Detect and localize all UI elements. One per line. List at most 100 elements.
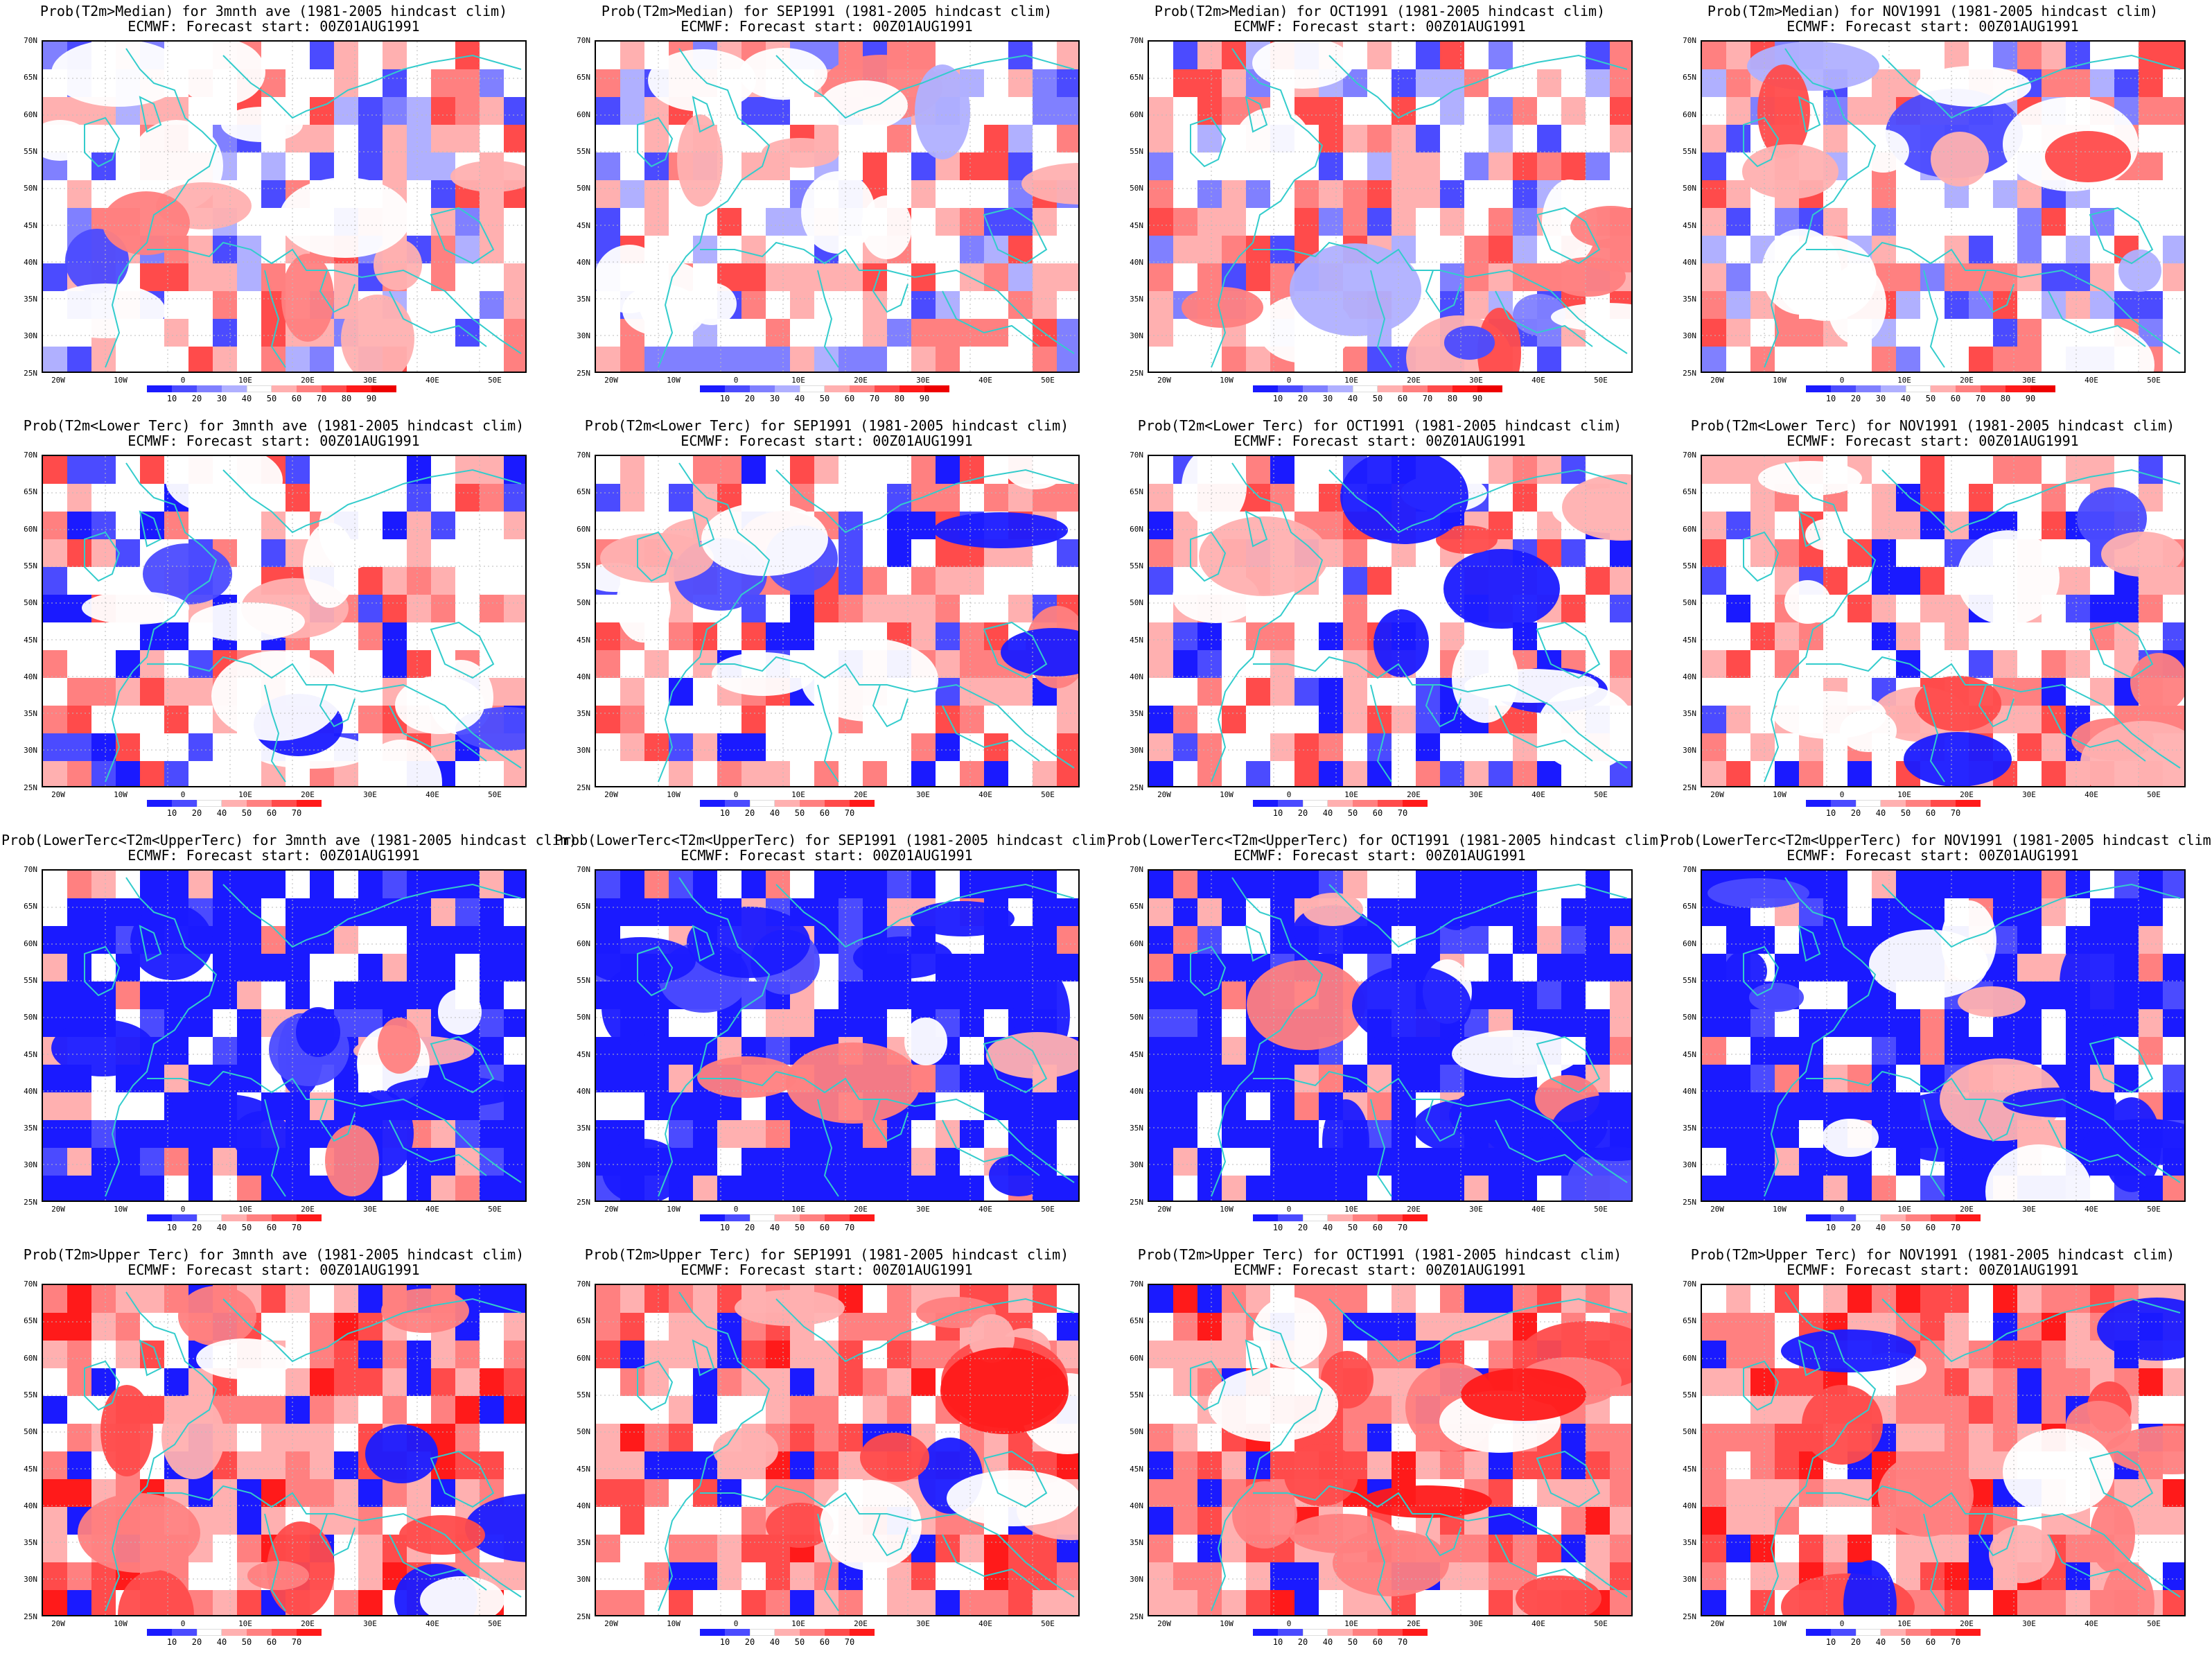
colorbar-segment: [825, 1214, 850, 1221]
lat-label: 25N: [577, 783, 590, 792]
colorbar-tick: 10: [166, 808, 177, 818]
colorbar-segment: [924, 385, 949, 392]
probability-cell: [407, 180, 432, 208]
coastline: [637, 945, 674, 997]
lat-label: 35N: [1130, 1124, 1143, 1133]
lon-label: 0: [733, 1619, 739, 1628]
probability-cell: [407, 69, 432, 97]
colorbar-segment: [825, 385, 850, 392]
lon-label: 20W: [1710, 790, 1724, 799]
lat-label: 45N: [1130, 1049, 1143, 1059]
coastline: [105, 48, 218, 368]
lat-label: 40N: [577, 672, 590, 681]
probability-cell: [455, 236, 480, 263]
colorbar-segment: [1806, 800, 1831, 807]
lon-label: 10E: [238, 1619, 252, 1628]
colorbar-segment: [1328, 1629, 1353, 1636]
lon-label: 20E: [1407, 790, 1421, 799]
coastline: [775, 469, 1075, 534]
lat-label: 30N: [1683, 746, 1696, 756]
probability-cell: [286, 42, 310, 69]
lon-label: 50E: [1594, 790, 1608, 799]
lat-label: 50N: [1130, 1427, 1143, 1437]
lat-label: 70N: [1683, 865, 1696, 874]
colorbar-tick: 80: [341, 394, 352, 403]
probability-cell: [480, 69, 504, 97]
lat-label: 70N: [577, 865, 590, 874]
coastline: [1743, 531, 1780, 582]
coastline: [319, 1513, 356, 1557]
colorbar-tick: 70: [1950, 808, 1961, 818]
coastline: [1211, 462, 1324, 783]
lon-label: 20W: [604, 790, 618, 799]
probability-cell: [383, 69, 407, 97]
coastline: [1798, 96, 1821, 133]
lon-label: 10E: [238, 790, 252, 799]
coastline: [430, 621, 495, 679]
probability-map: [595, 40, 1080, 373]
lon-label: 50E: [2147, 790, 2161, 799]
lon-label: 20W: [51, 790, 65, 799]
colorbar-tick: 80: [1447, 394, 1458, 403]
lat-label: 55N: [24, 975, 37, 985]
colorbar-segment: [1981, 385, 2005, 392]
lon-label: 50E: [2147, 1205, 2161, 1214]
lon-label: 30E: [363, 376, 377, 385]
colorbar-tick: 70: [1397, 808, 1408, 818]
panel-title: Prob(T2m>Upper Terc) for SEP1991 (1981-2…: [584, 1246, 1069, 1263]
colorbar-tick: 30: [216, 394, 227, 403]
panel-title: Prob(T2m>Upper Terc) for OCT1991 (1981-2…: [1137, 1246, 1622, 1263]
coastline: [1245, 510, 1268, 548]
probability-cell: [504, 97, 525, 125]
colorbar-tick: 30: [1322, 394, 1333, 403]
lat-label: 55N: [577, 146, 590, 156]
probability-cell: [261, 319, 286, 347]
panel-subtitle: ECMWF: Forecast start: 00Z01AUG1991: [1234, 18, 1526, 35]
lat-label: 55N: [577, 1390, 590, 1399]
lon-label: 30E: [363, 790, 377, 799]
probability-cell: [43, 263, 68, 291]
lat-label: 70N: [24, 865, 37, 874]
colorbar-segment: [272, 1214, 297, 1221]
lat-label: 50N: [1683, 1013, 1696, 1022]
map-panel: Prob(T2m>Median) for 3mnth ave (1981-200…: [1, 0, 546, 412]
lat-label: 35N: [577, 1538, 590, 1548]
coastline: [1190, 1360, 1227, 1411]
colorbar-segment: [2030, 385, 2055, 392]
lon-label: 40E: [978, 1619, 992, 1628]
probability-cell: [455, 97, 480, 125]
lon-label: 30E: [2022, 1205, 2036, 1214]
lon-label: 20W: [1157, 376, 1171, 385]
panel-subtitle: ECMWF: Forecast start: 00Z01AUG1991: [1787, 847, 2079, 864]
lon-label: 10E: [1897, 790, 1911, 799]
coastline: [1190, 945, 1227, 997]
coastline: [1923, 684, 1945, 783]
probability-cell: [188, 347, 213, 372]
coastline: [983, 1450, 1048, 1508]
coastline: [222, 54, 522, 119]
lon-label: 20E: [301, 790, 315, 799]
lat-label: 35N: [24, 1538, 37, 1548]
lon-label: 20W: [604, 1619, 618, 1628]
colorbar-segment: [775, 1629, 800, 1636]
lat-label: 65N: [1130, 1316, 1143, 1326]
colorbar-tick: 40: [1322, 1223, 1333, 1232]
lat-label: 55N: [24, 561, 37, 570]
probability-map: [42, 455, 527, 787]
lat-label: 40N: [577, 1086, 590, 1096]
probability-cell: [358, 69, 383, 97]
colorbar-segment: [1353, 385, 1378, 392]
lon-label: 30E: [916, 790, 930, 799]
colorbar: 10 20 40 50 60 70: [1806, 800, 1981, 818]
lon-label: 0: [180, 1619, 186, 1628]
colorbar-segment: [1856, 385, 1881, 392]
colorbar-segment: [197, 385, 222, 392]
colorbar-tick: 60: [1372, 1223, 1383, 1232]
probability-cell: [334, 263, 359, 291]
coastline: [1211, 48, 1324, 368]
colorbar-tick: 60: [819, 808, 830, 818]
colorbar-segment: [750, 1629, 775, 1636]
lat-label: 60N: [577, 939, 590, 948]
lat-label: 50N: [1683, 184, 1696, 193]
colorbar-segment: [297, 385, 322, 392]
